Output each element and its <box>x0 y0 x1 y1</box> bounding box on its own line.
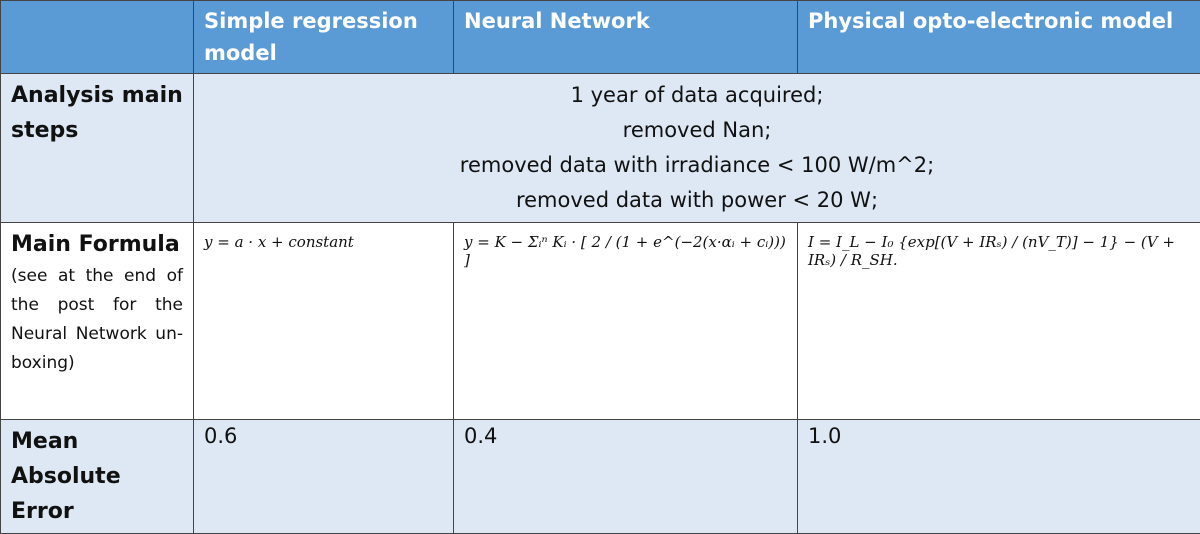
formula: I = I_L − I₀ {exp[(V + IRₛ) / (nV_T)] − … <box>798 223 1200 420</box>
row-label-cell: Main Formula (see at the end of the post… <box>1 223 194 420</box>
formula: y = a · x + constant <box>194 223 454 420</box>
header-row: Simple regression model Neural Network P… <box>1 1 1200 74</box>
page: Simple regression model Neural Network P… <box>0 0 1200 516</box>
formula: y = K − Σᵢⁿ Kᵢ · [ 2 / (1 + e^(−2(x·αᵢ +… <box>454 223 798 420</box>
step-line: removed Nan; <box>204 113 1190 148</box>
row-label: Main Formula <box>11 227 183 262</box>
error-value: 0.6 <box>194 420 454 534</box>
row-note: (see at the end of the post for the Neur… <box>11 262 183 378</box>
error-row: Mean Absolute Error 0.6 0.4 1.0 <box>1 420 1200 534</box>
steps-cell: 1 year of data acquired;removed Nan;remo… <box>194 74 1200 223</box>
formula-row: Main Formula (see at the end of the post… <box>1 223 1200 420</box>
step-line: removed data with power < 20 W; <box>204 183 1190 218</box>
steps-row: Analysis main steps 1 year of data acqui… <box>1 74 1200 223</box>
corner-cell <box>1 1 194 74</box>
error-value: 0.4 <box>454 420 798 534</box>
header-cell: Neural Network <box>454 1 798 74</box>
error-value: 1.0 <box>798 420 1200 534</box>
header-cell: Physical opto-electronic model <box>798 1 1200 74</box>
step-line: 1 year of data acquired; <box>204 78 1190 113</box>
step-line: removed data with irradiance < 100 W/m^2… <box>204 148 1190 183</box>
row-label: Analysis main steps <box>1 74 194 223</box>
row-label: Mean Absolute Error <box>1 420 194 534</box>
header-cell: Simple regression model <box>194 1 454 74</box>
